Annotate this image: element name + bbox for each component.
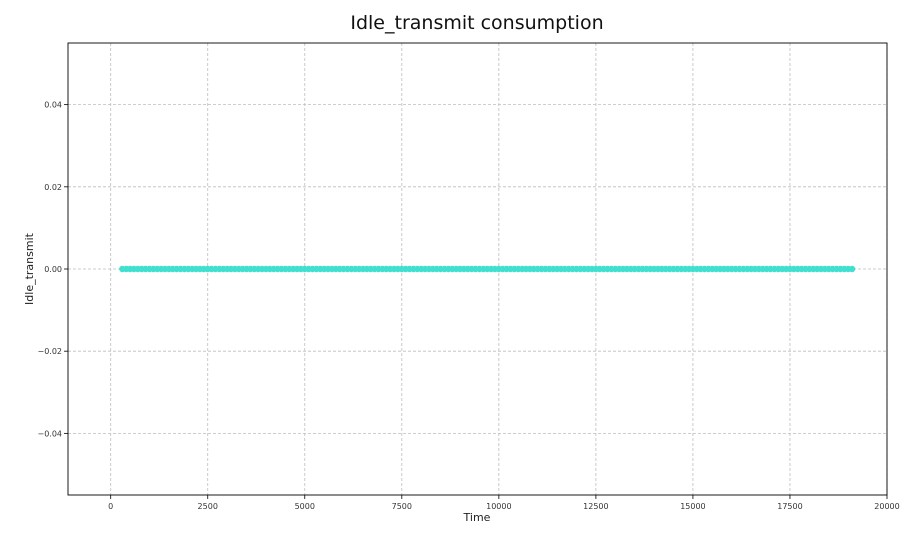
x-tick-label: 17500: [777, 502, 802, 511]
x-tick-label: 15000: [680, 502, 705, 511]
x-axis: 0 2500 5000 7500 10000 12500 15000 17500 20000: [108, 495, 900, 511]
x-tick-label: 10000: [486, 502, 511, 511]
x-tick-label: 7500: [392, 502, 412, 511]
y-axis-label: Idle_transmit: [23, 232, 36, 305]
series-points: [119, 265, 856, 273]
x-tick-label: 5000: [295, 502, 315, 511]
x-axis-label: Time: [463, 511, 491, 524]
y-tick-label: 0.00: [44, 265, 62, 274]
x-tick-label: 20000: [874, 502, 899, 511]
chart-title: Idle_transmit consumption: [350, 12, 603, 34]
y-axis: −0.04 −0.02 0.00 0.02 0.04: [37, 101, 68, 438]
y-tick-label: −0.02: [37, 347, 62, 356]
y-tick-label: −0.04: [37, 429, 62, 438]
x-tick-label: 12500: [583, 502, 608, 511]
x-tick-label: 0: [108, 502, 113, 511]
x-tick-label: 2500: [198, 502, 218, 511]
data-point: [848, 265, 856, 273]
y-tick-label: 0.04: [44, 101, 62, 110]
y-tick-label: 0.02: [44, 183, 62, 192]
